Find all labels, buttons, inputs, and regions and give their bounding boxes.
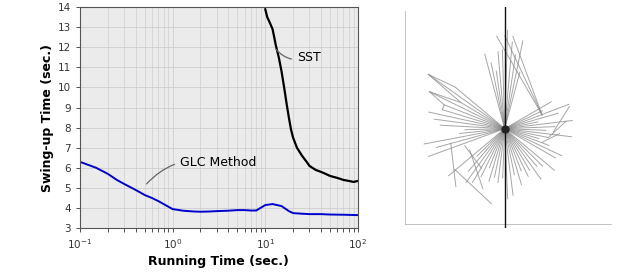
Text: GLC Method: GLC Method [147,156,257,184]
Text: SST: SST [276,49,321,64]
X-axis label: Running Time (sec.): Running Time (sec.) [148,255,289,268]
Y-axis label: Swing-up Time (sec.): Swing-up Time (sec.) [40,44,54,192]
